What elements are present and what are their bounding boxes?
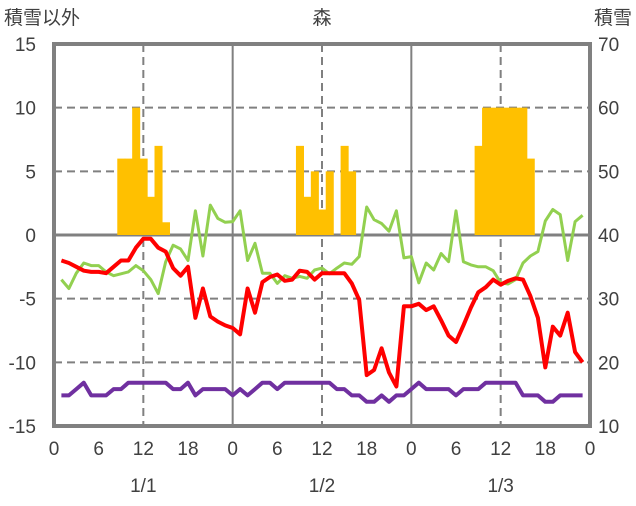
- x-tick-label: 12: [133, 439, 154, 460]
- snow-bar: [340, 145, 349, 235]
- y-right-tick-label: 50: [598, 162, 619, 183]
- chart-title: 森: [312, 7, 331, 29]
- snow-bar: [348, 171, 357, 235]
- y-right-tick-label: 60: [598, 99, 619, 120]
- snow-bar: [132, 107, 141, 235]
- x-tick-label: 6: [451, 439, 462, 460]
- snow-bar: [489, 107, 498, 235]
- x-tick-label: 0: [49, 439, 60, 460]
- snow-bar: [161, 222, 170, 235]
- snow-bar: [526, 158, 535, 235]
- x-tick-label: 6: [272, 439, 283, 460]
- date-label: 1/1: [130, 476, 156, 497]
- y-left-tick-label: 0: [25, 226, 36, 247]
- snow-bar: [295, 145, 304, 235]
- y-right-tick-label: 70: [598, 35, 619, 56]
- snow-bar: [519, 107, 528, 235]
- snow-bar: [310, 171, 319, 235]
- x-tick-label: 0: [406, 439, 417, 460]
- left-axis-title: 積雪以外: [4, 7, 80, 29]
- x-tick-label: 0: [227, 439, 238, 460]
- snow-bar: [124, 158, 133, 235]
- y-left-tick-label: -15: [9, 417, 36, 438]
- snow-bar: [511, 107, 520, 235]
- x-tick-label: 18: [535, 439, 556, 460]
- x-tick-label: 18: [177, 439, 198, 460]
- plot-frame: [52, 42, 592, 428]
- y-right-tick-label: 30: [598, 290, 619, 311]
- series-line-purple: [61, 380, 583, 404]
- series-line-green: [60, 203, 584, 296]
- y-right-tick-label: 10: [598, 417, 619, 438]
- series-line-red: [60, 236, 585, 389]
- y-left-tick-label: 5: [25, 162, 36, 183]
- snow-bar: [496, 107, 505, 235]
- snow-bar: [318, 209, 327, 235]
- plot-border: [52, 42, 592, 428]
- snow-bar: [482, 107, 491, 235]
- snow-bar: [325, 171, 334, 235]
- snow-bars: [117, 107, 535, 235]
- date-label: 1/2: [309, 476, 335, 497]
- x-tick-label: 18: [356, 439, 377, 460]
- date-label: 1/3: [487, 476, 513, 497]
- x-tick-label: 12: [311, 439, 332, 460]
- series-lines: [60, 203, 585, 404]
- snow-bar: [303, 196, 312, 235]
- y-left-tick-label: 15: [15, 35, 36, 56]
- snow-bar: [504, 107, 513, 235]
- y-right-tick-label: 40: [598, 226, 619, 247]
- y-left-tick-label: 10: [15, 99, 36, 120]
- snow-bar: [474, 145, 483, 235]
- x-tick-label: 12: [490, 439, 511, 460]
- snow-bar: [139, 158, 148, 235]
- y-left-tick-label: -5: [19, 290, 36, 311]
- x-tick-label: 6: [93, 439, 104, 460]
- right-axis-title: 積雪: [594, 7, 632, 29]
- snow-bar: [147, 196, 156, 235]
- x-tick-label: 0: [585, 439, 596, 460]
- snow-bar: [154, 145, 163, 235]
- snow-bar: [117, 158, 126, 235]
- y-left-tick-label: -10: [9, 353, 36, 374]
- y-right-tick-label: 20: [598, 353, 619, 374]
